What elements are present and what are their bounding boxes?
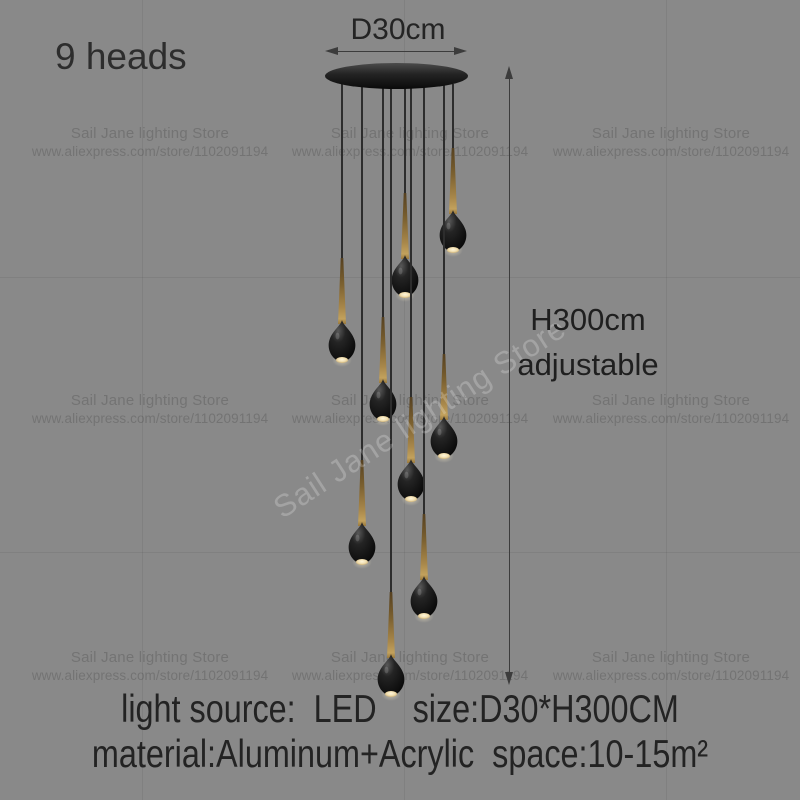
pendant-rod: [387, 592, 395, 658]
grid-line: [666, 0, 667, 800]
raindrop-shade-icon: [328, 320, 356, 363]
watermark-store-url: www.aliexpress.com/store/1102091194: [280, 143, 540, 160]
height-adjustable-label: adjustable: [517, 347, 659, 382]
pendant-cable: [341, 84, 343, 260]
pendant-cable: [390, 84, 392, 594]
height-arrow-line: [508, 78, 510, 673]
heads-count-label: 9 heads: [55, 36, 187, 77]
diameter-label: D30cm: [350, 13, 446, 46]
watermark-store-url: www.aliexpress.com/store/1102091194: [291, 668, 529, 683]
watermark-tile: Sail Jane lighting Store www.aliexpress.c…: [280, 648, 540, 684]
watermark-tile: Sail Jane lighting Store www.aliexpress.c…: [20, 124, 280, 160]
diameter-arrow-right-icon: [454, 47, 467, 55]
raindrop-shade-icon: [369, 379, 397, 422]
pendant-rod: [420, 514, 428, 580]
watermark-store-url: www.aliexpress.com/store/1102091194: [31, 668, 269, 683]
height-label: H300cm: [530, 302, 646, 337]
pendant-cable: [423, 84, 425, 516]
watermark-store-name: Sail Jane lighting Store: [591, 125, 751, 142]
pendant-drop: [390, 255, 420, 304]
pendant-cable: [382, 84, 384, 319]
height-arrow-up-icon: [504, 66, 513, 79]
pendant-cable: [410, 84, 412, 399]
pendant-drop: [327, 320, 357, 369]
watermark-store-url: www.aliexpress.com/store/1102091194: [552, 668, 790, 683]
raindrop-shade-icon: [430, 416, 458, 459]
watermark-store-name: Sail Jane lighting Store: [591, 649, 751, 666]
pendant-rod: [358, 460, 366, 526]
grid-line: [0, 552, 800, 553]
pendant-cable: [443, 84, 445, 356]
height-arrow-down-icon: [504, 672, 513, 685]
watermark-tile: Sail Jane lighting Store www.aliexpress.c…: [20, 391, 280, 427]
pendant-drop: [409, 576, 439, 625]
pendant-drop: [368, 379, 398, 428]
watermark-tile: Sail Jane lighting Store www.aliexpress.c…: [541, 124, 800, 160]
pendant-cable: [361, 84, 363, 462]
watermark-store-name: Sail Jane lighting Store: [591, 392, 751, 409]
watermark-store-url: www.aliexpress.com/store/1102091194: [31, 144, 269, 159]
watermark-tile: Sail Jane lighting Store www.aliexpress.c…: [20, 648, 280, 684]
diameter-arrow-line: [336, 51, 457, 53]
raindrop-shade-icon: [397, 459, 425, 502]
watermark-tile: Sail Jane lighting Store www.aliexpress.c…: [541, 391, 800, 427]
raindrop-shade-icon: [439, 210, 467, 253]
watermark-store-name: Sail Jane lighting Store: [70, 649, 230, 666]
watermark-tile: Sail Jane lighting Storewww.aliexpress.c…: [280, 124, 540, 160]
watermark-store-name: Sail Jane lighting Store: [330, 125, 490, 142]
grid-line: [142, 0, 143, 800]
pendant-cable: [404, 84, 406, 195]
raindrop-shade-icon: [391, 255, 419, 298]
pendant-rod: [440, 354, 448, 420]
watermark-store-name: Sail Jane lighting Store: [330, 649, 490, 666]
canopy: [325, 63, 468, 89]
raindrop-shade-icon: [410, 576, 438, 619]
pendant-rod: [449, 148, 457, 214]
watermark-store-name: Sail Jane lighting Store: [70, 392, 230, 409]
pendant-cable: [452, 84, 454, 150]
watermark-store-url: www.aliexpress.com/store/1102091194: [552, 411, 790, 426]
pendant-rod: [401, 193, 409, 259]
watermark-tile: Sail Jane lighting Store www.aliexpress.c…: [541, 648, 800, 684]
raindrop-shade-icon: [348, 522, 376, 565]
grid-line: [404, 0, 405, 800]
pendant-drop: [438, 210, 468, 259]
spec-line-source-size: light source: LED size:D30*H300CM: [121, 688, 679, 731]
pendant-rod: [338, 258, 346, 324]
pendant-rod: [407, 397, 415, 463]
watermark-store-url: www.aliexpress.com/store/1102091194: [552, 144, 790, 159]
raindrop-shade-icon: [377, 654, 405, 697]
pendant-drop: [347, 522, 377, 571]
watermark-store-url: www.aliexpress.com/store/1102091194: [31, 411, 269, 426]
spec-line-material-space: material:Aluminum+Acrylic space:10-15m²: [91, 733, 709, 776]
pendant-drop: [429, 416, 459, 465]
pendant-drop: [376, 654, 406, 703]
diameter-arrow-left-icon: [325, 47, 338, 55]
pendant-rod: [379, 317, 387, 383]
watermark-store-name: Sail Jane lighting Store: [70, 125, 230, 142]
pendant-drop: [396, 459, 426, 508]
